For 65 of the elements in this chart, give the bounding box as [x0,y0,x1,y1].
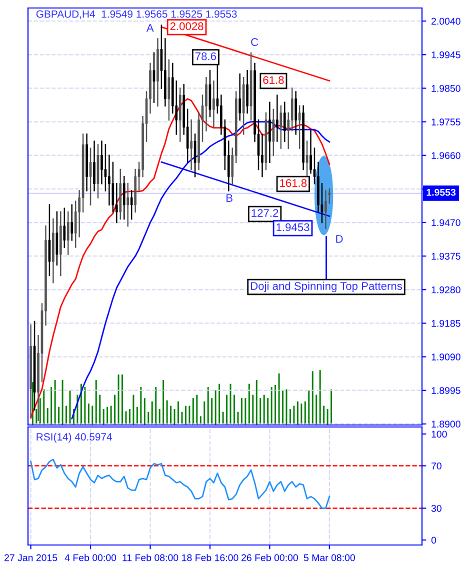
candlestick [298,105,301,149]
candlestick [246,70,248,114]
chart-title: GBPAUD,H4 1.9549 1.9565 1.9525 1.9553 [36,10,237,19]
x-tick-label: 26 Feb 00:00 [242,554,298,562]
candlestick [294,91,297,135]
y-tick-label: 70 [432,462,442,470]
y-tick-label: 0 [431,536,436,544]
annotation: 2.0028 [170,22,204,30]
annotation: 161.8 [280,179,307,187]
candlestick [70,204,74,241]
candlestick [268,102,271,164]
y-tick-label: 1.9945 [432,51,460,58]
y-tick-label: 100 [432,430,447,438]
x-tick-label: 18 Feb 16:00 [182,554,238,562]
candlestick [63,208,66,248]
candlestick [261,134,264,178]
candlestick [93,140,96,192]
y-tick-label: 1.8900 [432,420,460,428]
y-tick-label: 1.9850 [432,84,460,92]
annotation: 78.6 [195,52,216,60]
candlestick [108,154,110,206]
candlestick [130,190,133,220]
candlestick [238,73,242,121]
annotation: C [251,38,258,46]
candlestick [276,94,278,142]
annotation: 1.9453 [276,223,310,232]
y-tick-label: 1.9470 [432,219,460,226]
candlestick [66,211,70,255]
candlestick [100,140,103,184]
candlestick [212,80,215,128]
y-tick-label: 1.9375 [432,252,460,260]
annotation: 127.2 [252,209,278,217]
candlestick [115,183,118,224]
annotation: Doji and Spinning Top Patterns [250,282,402,292]
y-tick-label: 1.8995 [432,387,460,394]
candlestick [122,176,126,220]
candlestick [283,102,286,142]
y-tick-label: 1.9755 [432,118,460,126]
x-tick-label: 11 Feb 08:00 [122,554,178,562]
candlestick [126,183,130,227]
y-tick-label: 1.9660 [432,152,460,159]
text: D [336,235,343,243]
candlestick [324,190,327,230]
annotation: B [226,194,232,202]
candlestick [205,76,208,132]
x-tick-label: 5 Mar 08:00 [304,554,355,562]
line-series [30,458,330,509]
candlestick [168,59,170,121]
candlestick [104,144,107,192]
annotation: A [146,24,154,32]
x-tick-label: 4 Feb 00:00 [64,554,116,562]
candlestick [190,119,192,170]
annotation: RSI(14) 40.5974 [36,432,112,443]
y-tick-label: 1.9090 [432,354,460,360]
candlestick [280,105,282,149]
y-tick-label: 1.9280 [432,286,460,294]
y-tick-label: 2.0040 [432,18,460,25]
candlestick [290,88,294,132]
annotation: 61.8 [263,76,284,84]
x-tick-label: 27 Jan 2015 [4,554,58,562]
candlestick [306,140,308,178]
candlestick [310,130,312,174]
ref-line-label: 1.9553 [426,188,456,196]
y-tick-label: 30 [431,504,442,512]
y-tick-label: 1.9185 [432,320,460,327]
